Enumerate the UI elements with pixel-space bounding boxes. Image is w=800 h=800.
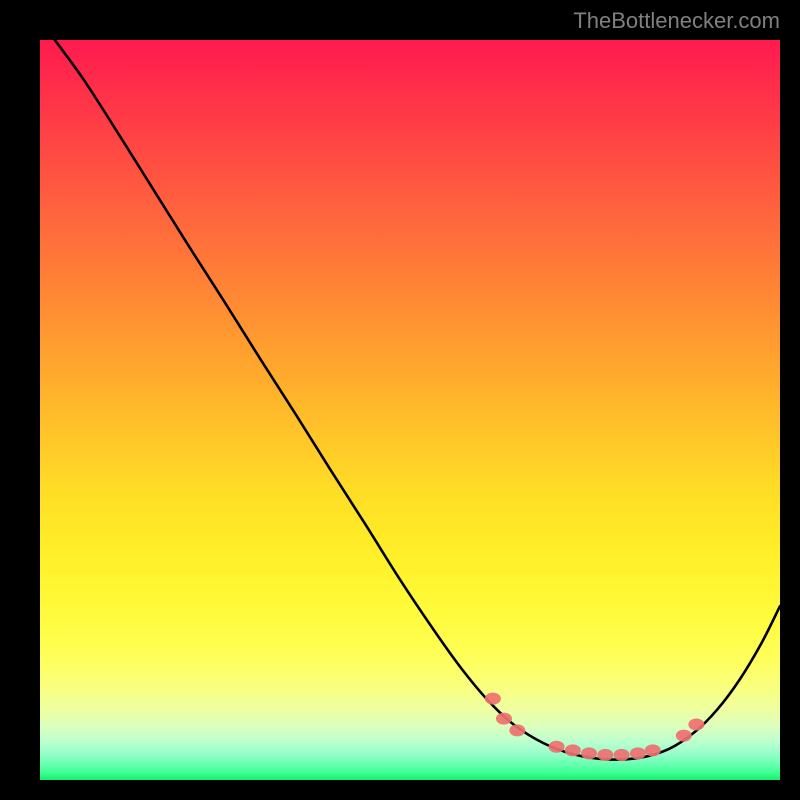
- data-point-marker: [688, 719, 704, 731]
- data-point-marker: [645, 744, 661, 756]
- data-point-marker: [565, 744, 581, 756]
- data-point-marker: [496, 713, 512, 725]
- bottleneck-curve-chart: [40, 40, 780, 780]
- chart-stage: TheBottlenecker.com: [0, 0, 800, 800]
- data-point-marker: [581, 747, 597, 759]
- watermark-text: TheBottlenecker.com: [573, 8, 780, 34]
- data-point-marker: [549, 741, 565, 753]
- data-point-marker: [630, 747, 646, 759]
- data-point-marker: [597, 749, 613, 761]
- data-point-marker: [676, 730, 692, 742]
- data-point-marker: [509, 724, 525, 736]
- data-point-marker: [485, 693, 501, 705]
- data-point-marker: [614, 749, 630, 761]
- gradient-background: [40, 40, 780, 780]
